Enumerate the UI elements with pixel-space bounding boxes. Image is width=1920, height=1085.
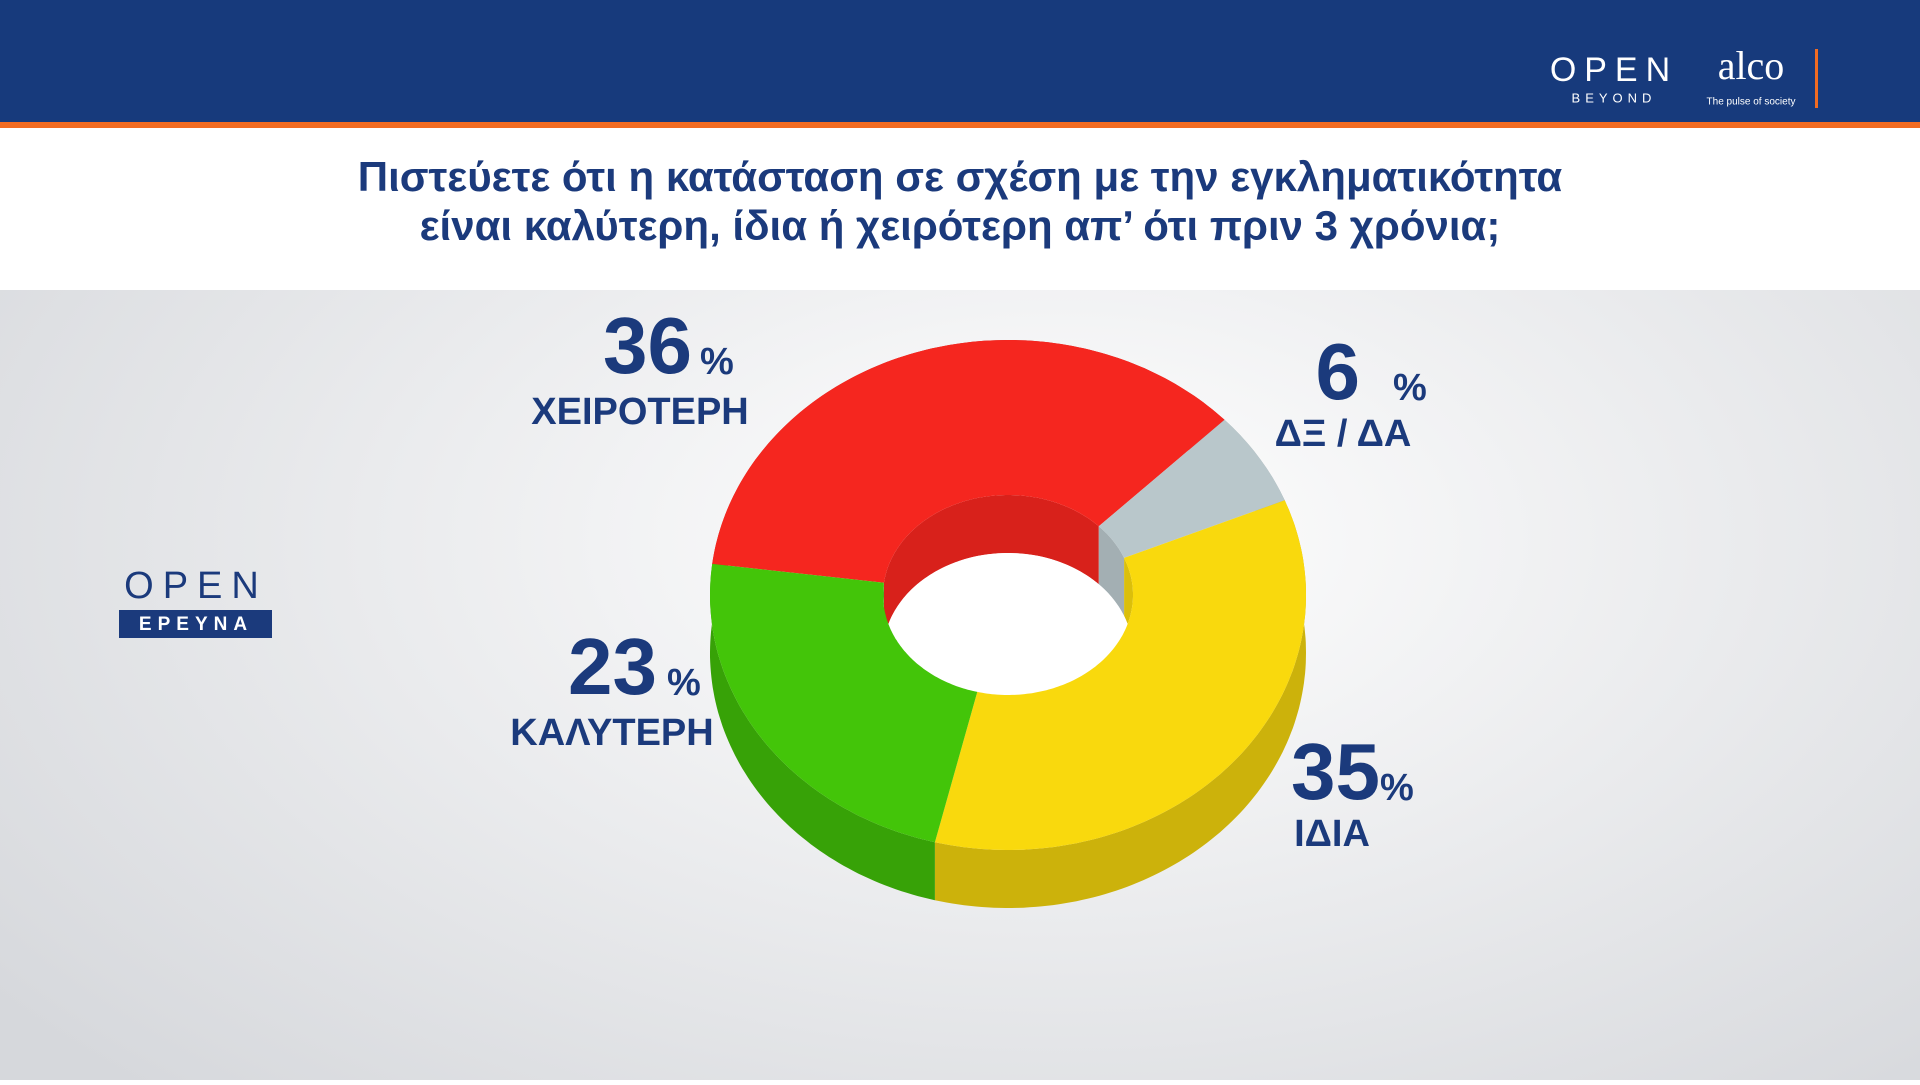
chart-title: Πιστεύετε ότι η κατάσταση σε σχέση με τη… [358, 153, 1563, 200]
side-logo-box [119, 610, 272, 638]
slice-side [934, 500, 1306, 908]
header-bar [0, 0, 1920, 122]
slice-side [710, 563, 935, 901]
header-accent [0, 122, 1920, 128]
unit-label: % [667, 662, 701, 704]
slice [712, 340, 1225, 583]
category-label: ΔΞ / ΔΑ [1275, 413, 1412, 455]
category-label: ΚΑΛΥΤΕΡΗ [510, 712, 713, 754]
side-logo-sub: ΕΡΕΥΝΑ [139, 614, 253, 635]
unit-label: % [1380, 767, 1414, 809]
slice [1098, 419, 1285, 558]
partner-logo: alco [1718, 43, 1785, 88]
category-label: ΙΔΙΑ [1294, 813, 1370, 855]
brand-sub: BEYOND [1572, 90, 1657, 105]
partner-divider [1815, 49, 1818, 108]
side-logo: OPEN [124, 565, 268, 607]
value-label: 35 [1291, 727, 1380, 816]
slice [710, 563, 978, 843]
value-label: 36 [603, 301, 692, 390]
slice-inner-side [883, 495, 1099, 641]
value-label: 23 [568, 622, 657, 711]
donut [710, 340, 1306, 908]
slice [934, 500, 1306, 850]
slice-inner-side [1098, 526, 1125, 616]
value-label: 6 [1316, 327, 1361, 416]
category-label: ΧΕΙΡΟΤΕΡΗ [531, 391, 749, 433]
unit-label: % [700, 341, 734, 383]
brand-logo: OPEN [1550, 51, 1678, 89]
title-panel [0, 128, 1920, 290]
partner-sub: The pulse of society [1707, 97, 1796, 108]
unit-label: % [1393, 367, 1427, 409]
chart-title: είναι καλύτερη, ίδια ή χειρότερη απ’ ότι… [420, 202, 1501, 249]
